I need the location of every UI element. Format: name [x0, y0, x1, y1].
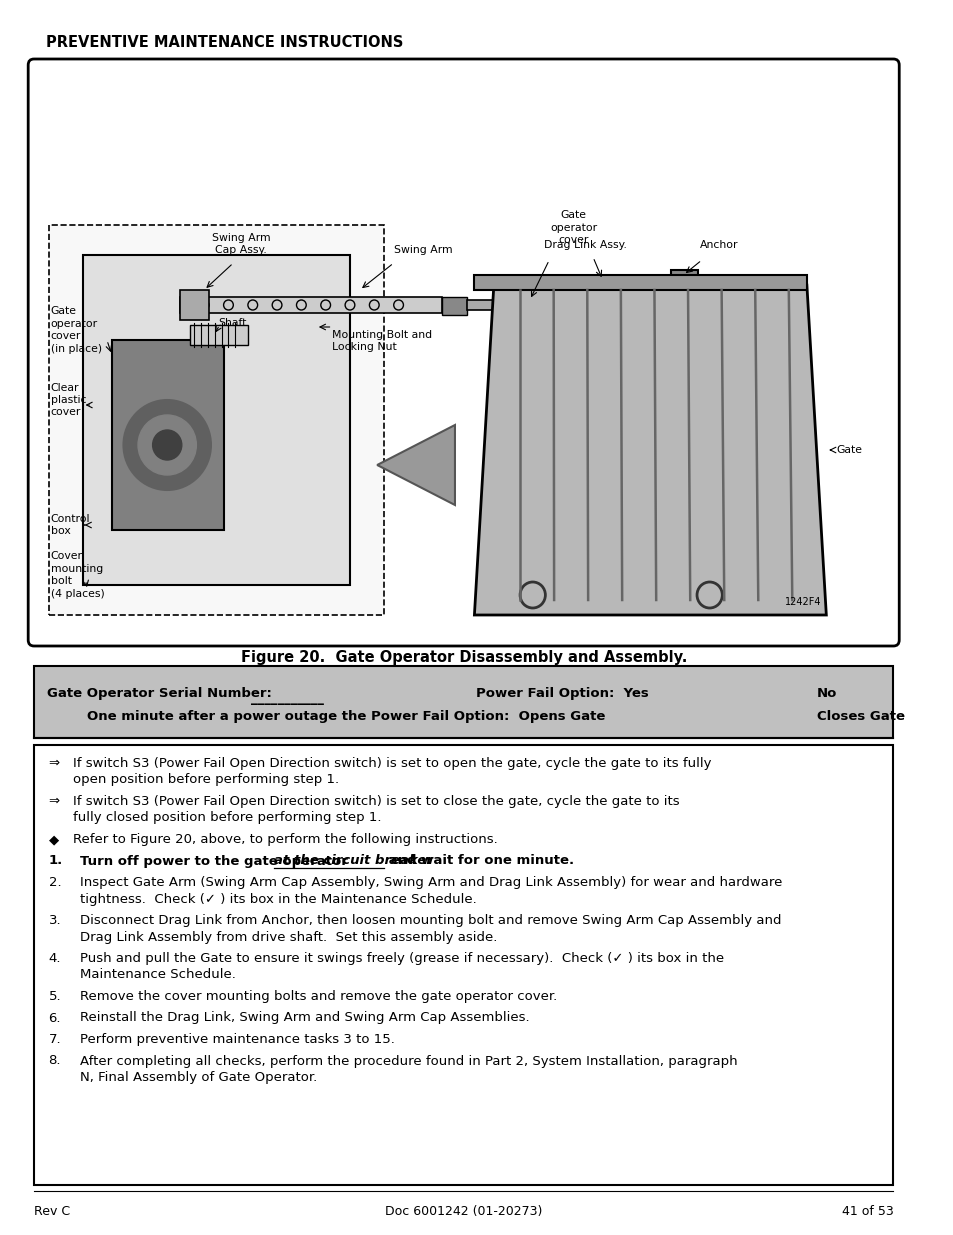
Text: 6.: 6. [49, 1011, 61, 1025]
Bar [629, 295, 647, 317]
Text: If switch S3 (Power Fail Open Direction switch) is set to close the gate, cycle : If switch S3 (Power Fail Open Direction … [72, 795, 679, 808]
Circle shape [152, 430, 182, 459]
Bar [711, 316, 717, 324]
Circle shape [123, 400, 211, 490]
Polygon shape [376, 425, 455, 505]
Text: Gate
operator
cover
(in place): Gate operator cover (in place) [51, 306, 102, 353]
Bar [711, 306, 717, 312]
Bar [466, 300, 631, 310]
Bar [696, 296, 701, 303]
Bar [711, 356, 717, 363]
Text: 4.: 4. [49, 952, 61, 965]
Bar [112, 340, 223, 530]
Bar [180, 290, 209, 320]
Text: 5.: 5. [49, 990, 61, 1003]
Bar [49, 225, 384, 615]
Text: 2.: 2. [49, 876, 61, 889]
Text: Figure 20.  Gate Operator Disassembly and Assembly.: Figure 20. Gate Operator Disassembly and… [240, 650, 686, 664]
Bar [703, 336, 709, 343]
Text: Drag Link Assembly from drive shaft.  Set this assembly aside.: Drag Link Assembly from drive shaft. Set… [80, 930, 497, 944]
Bar [703, 296, 709, 303]
Bar [703, 306, 709, 312]
Text: Power Fail Option:  Yes: Power Fail Option: Yes [476, 687, 648, 700]
Text: 8.: 8. [49, 1055, 61, 1067]
Polygon shape [474, 285, 825, 615]
Text: Inspect Gate Arm (Swing Arm Cap Assembly, Swing Arm and Drag Link Assembly) for : Inspect Gate Arm (Swing Arm Cap Assembly… [80, 876, 781, 889]
Text: 1.: 1. [49, 855, 63, 867]
Text: Push and pull the Gate to ensure it swings freely (grease if necessary).  Check : Push and pull the Gate to ensure it swin… [80, 952, 723, 965]
Bar [696, 326, 701, 333]
Text: Swing Arm
Cap Assy.: Swing Arm Cap Assy. [212, 232, 270, 254]
Text: Clear
plastic
cover: Clear plastic cover [51, 383, 86, 417]
Text: Turn off power to the gate operator: Turn off power to the gate operator [80, 855, 352, 867]
Text: No: No [816, 687, 836, 700]
Text: Disconnect Drag Link from Anchor, then loosen mounting bolt and remove Swing Arm: Disconnect Drag Link from Anchor, then l… [80, 914, 781, 927]
Bar [190, 325, 248, 345]
Bar [711, 296, 717, 303]
Bar [34, 745, 892, 1186]
Text: Swing Arm: Swing Arm [394, 245, 452, 254]
Text: Rev C: Rev C [34, 1205, 71, 1218]
Bar [703, 287, 709, 293]
Bar [442, 296, 466, 315]
Bar [696, 356, 701, 363]
Text: Gate
operator
cover: Gate operator cover [550, 210, 597, 245]
Text: Mounting Bolt and
Locking Nut: Mounting Bolt and Locking Nut [333, 330, 432, 352]
Text: Drag Link Assy.: Drag Link Assy. [544, 240, 627, 249]
Bar [696, 287, 701, 293]
Text: ___________: ___________ [251, 692, 323, 705]
Bar [696, 306, 701, 312]
Bar [696, 336, 701, 343]
Bar [711, 326, 717, 333]
Text: ⇒: ⇒ [49, 757, 60, 769]
Text: Control
box: Control box [51, 514, 90, 536]
Text: Anchor: Anchor [700, 240, 738, 249]
Bar [703, 356, 709, 363]
Text: One minute after a power outage the Power Fail Option:  Opens Gate: One minute after a power outage the Powe… [88, 710, 605, 722]
Bar [180, 296, 442, 312]
Bar [670, 270, 698, 366]
Text: Gate: Gate [835, 445, 862, 454]
Bar [711, 287, 717, 293]
Bar [703, 326, 709, 333]
Text: Maintenance Schedule.: Maintenance Schedule. [80, 968, 235, 982]
Text: open position before performing step 1.: open position before performing step 1. [72, 773, 338, 787]
Text: 1242F4: 1242F4 [784, 597, 821, 606]
Text: fully closed position before performing step 1.: fully closed position before performing … [72, 811, 381, 825]
Text: ⇒: ⇒ [49, 795, 60, 808]
Text: 41 of 53: 41 of 53 [841, 1205, 892, 1218]
Bar [703, 316, 709, 324]
Text: ◆: ◆ [49, 832, 59, 846]
Bar [696, 316, 701, 324]
Text: Closes Gate: Closes Gate [816, 710, 903, 722]
Text: Cover
mounting
bolt
(4 places): Cover mounting bolt (4 places) [51, 551, 104, 599]
Circle shape [642, 296, 650, 305]
Text: Reinstall the Drag Link, Swing Arm and Swing Arm Cap Assemblies.: Reinstall the Drag Link, Swing Arm and S… [80, 1011, 529, 1025]
Text: N, Final Assembly of Gate Operator.: N, Final Assembly of Gate Operator. [80, 1071, 316, 1084]
Bar [696, 346, 701, 353]
Text: tightness.  Check (✓ ) its box in the Maintenance Schedule.: tightness. Check (✓ ) its box in the Mai… [80, 893, 476, 905]
Text: Perform preventive maintenance tasks 3 to 15.: Perform preventive maintenance tasks 3 t… [80, 1032, 395, 1046]
Bar [703, 346, 709, 353]
Text: Doc 6001242 (01-20273): Doc 6001242 (01-20273) [385, 1205, 542, 1218]
Bar [83, 254, 350, 585]
Text: 3.: 3. [49, 914, 61, 927]
Text: 7.: 7. [49, 1032, 61, 1046]
Bar [474, 275, 806, 290]
Bar [711, 336, 717, 343]
FancyBboxPatch shape [29, 59, 899, 646]
Text: Gate Operator Serial Number:: Gate Operator Serial Number: [47, 687, 272, 700]
Text: and wait for one minute.: and wait for one minute. [384, 855, 574, 867]
Text: at the circuit breaker: at the circuit breaker [274, 855, 433, 867]
Text: Refer to Figure 20, above, to perform the following instructions.: Refer to Figure 20, above, to perform th… [72, 832, 497, 846]
Text: After completing all checks, perform the procedure found in Part 2, System Insta: After completing all checks, perform the… [80, 1055, 737, 1067]
Text: If switch S3 (Power Fail Open Direction switch) is set to open the gate, cycle t: If switch S3 (Power Fail Open Direction … [72, 757, 711, 769]
Bar [711, 346, 717, 353]
Circle shape [642, 309, 650, 317]
Circle shape [138, 415, 196, 475]
Text: Remove the cover mounting bolts and remove the gate operator cover.: Remove the cover mounting bolts and remo… [80, 990, 557, 1003]
Text: Shaft: Shaft [218, 317, 247, 329]
Bar [34, 666, 892, 739]
Text: PREVENTIVE MAINTENANCE INSTRUCTIONS: PREVENTIVE MAINTENANCE INSTRUCTIONS [46, 35, 403, 49]
